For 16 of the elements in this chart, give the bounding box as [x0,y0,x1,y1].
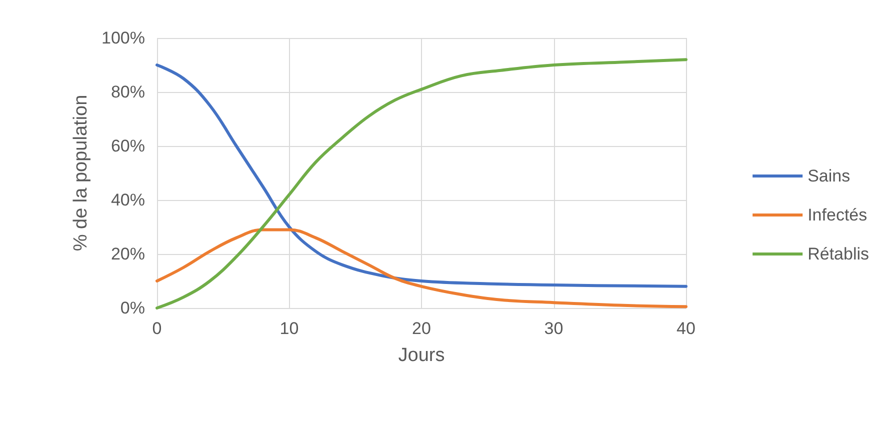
y-tick-label: 40% [110,190,145,210]
x-axis-title: Jours [398,345,445,366]
y-tick-label: 0% [120,298,145,318]
legend-label: Infectés [808,206,868,224]
x-tick-label: 40 [676,319,696,338]
y-tick-label: 60% [110,136,145,156]
y-tick-label: 20% [110,244,145,264]
x-tick-label: 0 [152,319,162,338]
y-axis-title: % de la population [70,94,92,252]
legend-label: Rétablis [808,244,870,264]
legend-label: Sains [808,166,850,186]
x-tick-label: 10 [280,319,299,338]
x-tick-label: 20 [412,319,431,338]
x-tick-label: 30 [544,319,564,338]
y-tick-label: 100% [102,28,145,48]
y-tick-label: 80% [110,82,145,102]
